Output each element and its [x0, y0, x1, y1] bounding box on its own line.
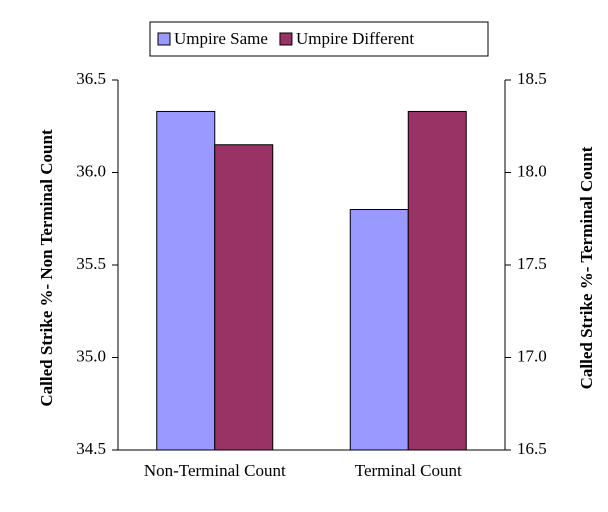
x-tick-label: Terminal Count: [355, 461, 462, 480]
y-tick-label: 36.0: [76, 161, 106, 180]
y-axis-title: Called Strike %- Non Terminal Count: [37, 129, 56, 407]
legend-swatch: [157, 32, 171, 46]
y2-tick-label: 18.0: [517, 161, 547, 180]
legend-swatch: [279, 32, 293, 46]
legend-label: Umpire Different: [296, 29, 414, 48]
bar: [407, 110, 467, 451]
y-tick-label: 34.5: [76, 439, 106, 458]
y2-tick-label: 18.5: [517, 69, 547, 88]
y2-tick-label: 16.5: [517, 439, 547, 458]
y-tick-label: 35.0: [76, 346, 106, 365]
y2-tick-label: 17.5: [517, 254, 547, 273]
y-tick-label: 36.5: [76, 69, 106, 88]
bar: [349, 209, 409, 451]
legend-label: Umpire Same: [174, 29, 268, 48]
bar: [156, 110, 216, 451]
y2-axis-title: Called Strike %- Terminal Count: [577, 146, 596, 389]
y-tick-label: 35.5: [76, 254, 106, 273]
y2-tick-label: 17.0: [517, 346, 547, 365]
x-tick-label: Non-Terminal Count: [144, 461, 286, 480]
bar: [214, 144, 274, 451]
legend-box: [149, 21, 489, 57]
